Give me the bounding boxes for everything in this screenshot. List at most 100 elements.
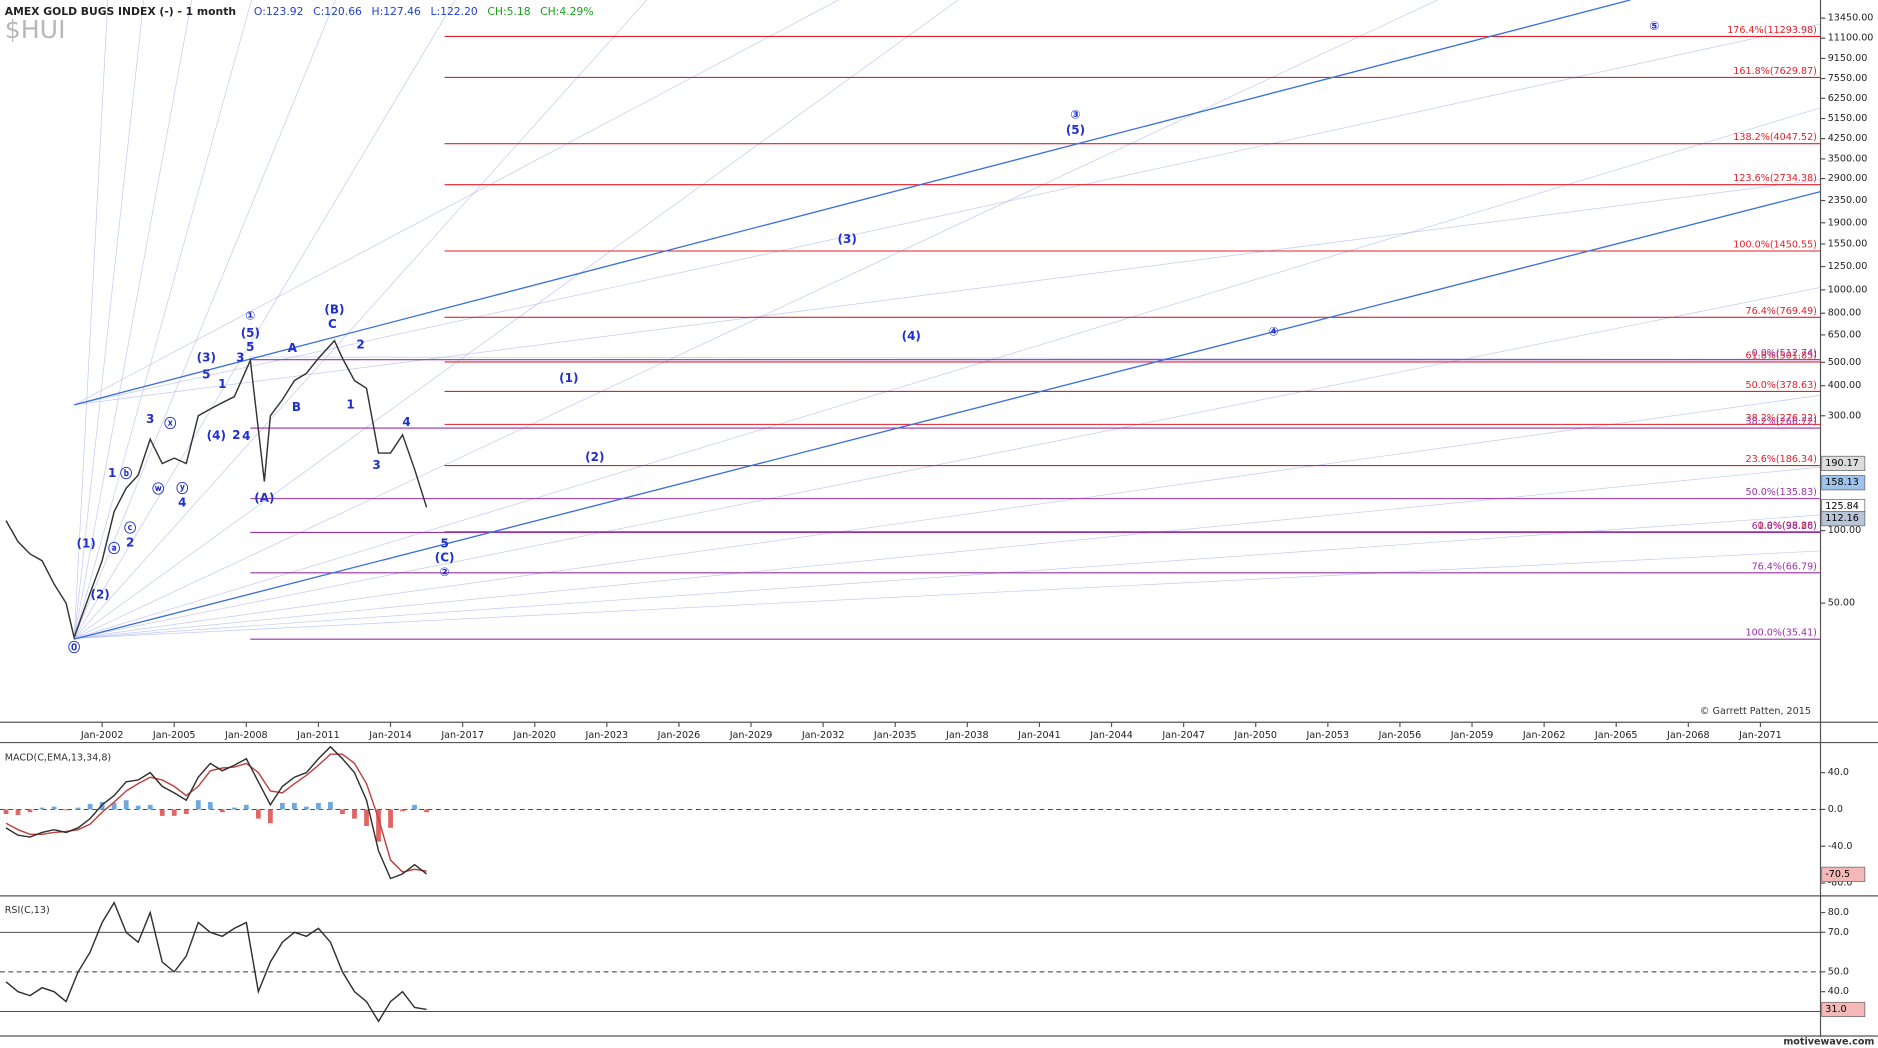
histogram-bar: [376, 809, 381, 842]
x-tick-label: Jan-2020: [512, 730, 556, 741]
histogram-bar: [267, 809, 273, 824]
x-tick-label: Jan-2071: [1738, 730, 1782, 741]
fib-label: 50.0%(135.83): [1745, 487, 1816, 498]
wave-label: 4: [242, 429, 250, 443]
series-line: [5, 339, 428, 640]
fan-line: [74, 550, 1821, 639]
y-tick-label: 1250.00: [1828, 261, 1868, 272]
x-tick-label: Jan-2056: [1378, 730, 1422, 741]
trend-line: [73, 0, 1631, 406]
fan-line: [74, 107, 1821, 639]
stat: H:127.46: [371, 5, 421, 18]
y-tick-label: 70.0: [1828, 927, 1849, 938]
fib-label: 76.4%(769.49): [1745, 306, 1816, 317]
y-tick-label: 50.0: [1828, 966, 1849, 977]
wave-label: (2): [585, 450, 604, 464]
histogram-bar: [63, 809, 69, 811]
fan-line: [73, 0, 648, 639]
x-tick-label: Jan-2068: [1666, 730, 1710, 741]
price-marker-label: 158.13: [1825, 477, 1859, 488]
fan-line: [74, 514, 1821, 639]
wave-label: ④: [1269, 324, 1279, 338]
price-marker-label: 112.16: [1825, 513, 1859, 524]
wave-label: ⓧ: [164, 416, 176, 431]
fan-lines: [73, 0, 1821, 639]
wave-label: (A): [254, 491, 274, 505]
histogram-bar: [400, 809, 405, 812]
fan-line: [74, 394, 1821, 639]
fib-label: 76.4%(66.79): [1752, 561, 1817, 572]
x-tick-label: Jan-2065: [1594, 730, 1638, 741]
y-tick-label: -80.0: [1828, 878, 1853, 889]
wave-label: ⓦ: [152, 481, 164, 496]
x-tick-label: Jan-2044: [1089, 730, 1133, 741]
fan-line: [74, 23, 1821, 406]
x-tick-label: Jan-2038: [945, 730, 989, 741]
histogram-bar: [219, 809, 225, 813]
histogram-bar: [292, 802, 297, 810]
x-tick-label: Jan-2062: [1522, 730, 1566, 741]
wave-label: 2: [126, 535, 134, 549]
histogram-bar: [388, 809, 393, 828]
histogram-bar: [15, 809, 21, 815]
histogram-bar: [3, 809, 9, 815]
wave-label: (1): [559, 371, 578, 385]
histogram-bar: [364, 809, 369, 827]
fan-line: [73, 0, 145, 639]
wave-label: (4): [207, 429, 226, 443]
watermark: motivewave.com: [1783, 1037, 1874, 1048]
wave-label: (4): [902, 329, 921, 343]
y-tick-label: 40.0: [1828, 767, 1849, 778]
price-marker: [1821, 511, 1866, 527]
y-tick-label: 650.00: [1828, 329, 1862, 340]
histogram-bar: [231, 807, 237, 810]
wave-label: 2: [356, 338, 364, 352]
y-tick-label: 1000.00: [1828, 284, 1868, 295]
x-tick-label: Jan-2041: [1017, 730, 1061, 741]
y-tick-label: 50.00: [1828, 598, 1855, 609]
histogram-bar: [255, 809, 261, 819]
wave-label: ⓑ: [120, 465, 132, 480]
histogram-bar: [304, 806, 309, 810]
y-tick-label: 300.00: [1828, 410, 1862, 421]
wave-label: ⓨ: [176, 480, 188, 495]
fib-label: 176.4%(11293.98): [1727, 25, 1817, 36]
histogram-bar: [135, 805, 141, 810]
y-tick-label: 11100.00: [1828, 33, 1874, 44]
histogram-bar: [316, 802, 321, 810]
histogram-bar: [412, 804, 417, 810]
wave-label: 1: [218, 377, 226, 391]
wave-label: (3): [838, 232, 857, 246]
wave-label: (B): [324, 302, 344, 316]
wave-label: (1): [76, 536, 95, 550]
wave-label: B: [292, 400, 301, 414]
wave-label: (5): [241, 326, 260, 340]
stat: C:120.66: [313, 5, 362, 18]
x-tick-label: Jan-2035: [873, 730, 917, 741]
credit: © Garrett Patten, 2015: [1700, 706, 1811, 717]
price-marker-label: -70.5: [1825, 869, 1850, 880]
fib-label: 123.6%(2734.38): [1733, 173, 1817, 184]
fib-label: 38.2%(266.72): [1745, 417, 1816, 428]
price-marker: [1821, 1001, 1866, 1018]
fib-label: 100.0%(35.41): [1745, 628, 1816, 639]
histogram-bar: [111, 802, 117, 810]
x-tick-label: Jan-2059: [1450, 730, 1494, 741]
price-marker-label: 190.17: [1825, 458, 1859, 469]
price-marker: [1821, 475, 1866, 491]
y-tick-label: 1550.00: [1828, 239, 1868, 250]
histogram-bar: [328, 802, 333, 810]
y-tick-label: 0.0: [1828, 804, 1843, 815]
y-tick-label: 9150.00: [1828, 53, 1868, 64]
fib-label: 100.0%(1450.55): [1733, 240, 1817, 251]
fib-label: 61.8%(501.85): [1745, 350, 1816, 361]
wave-label: (2): [90, 588, 109, 602]
fib-label: 61.8%(98.26): [1752, 521, 1817, 532]
wave-label: ①: [245, 308, 255, 322]
histogram-bar: [183, 809, 189, 815]
fan-line: [73, 0, 252, 639]
wave-label: (C): [435, 550, 455, 564]
price-marker: [1821, 866, 1866, 882]
